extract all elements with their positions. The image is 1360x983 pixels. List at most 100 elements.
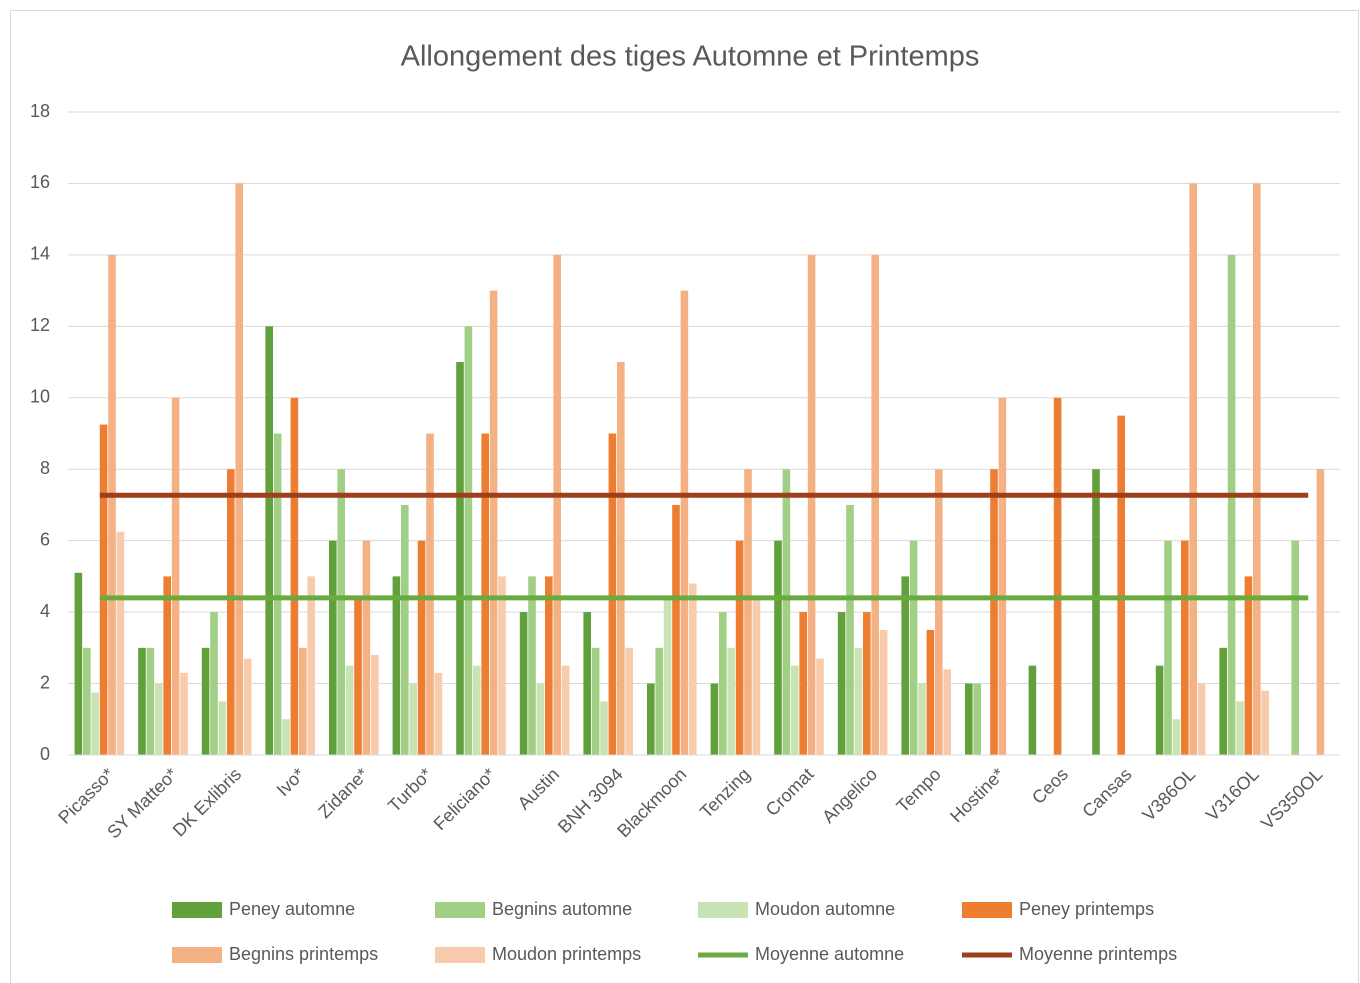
- bar: [846, 504, 854, 755]
- bar: [371, 654, 379, 755]
- bar: [401, 504, 409, 755]
- y-tick-label: 2: [40, 672, 50, 692]
- legend-swatch: [698, 902, 748, 918]
- bar: [83, 647, 91, 755]
- bar: [290, 397, 299, 755]
- bar: [1028, 665, 1037, 755]
- bar: [744, 469, 752, 755]
- y-tick-label: 0: [40, 744, 50, 764]
- bar: [935, 469, 943, 755]
- bar: [943, 669, 951, 755]
- bar: [265, 326, 273, 755]
- bar: [625, 647, 633, 755]
- y-tick-label: 12: [30, 315, 50, 335]
- bar: [735, 540, 744, 755]
- bar: [1244, 576, 1253, 755]
- bar: [489, 290, 498, 755]
- bar: [719, 612, 727, 755]
- legend-label: Moudon automne: [755, 899, 895, 919]
- bar: [600, 701, 608, 755]
- bar: [672, 504, 680, 755]
- bar: [863, 612, 871, 755]
- bar: [155, 683, 163, 755]
- bar: [837, 612, 846, 755]
- bar: [201, 647, 210, 755]
- bar: [163, 576, 171, 755]
- bar: [91, 692, 99, 755]
- bar: [617, 362, 625, 755]
- legend-label: Moyenne automne: [755, 944, 904, 964]
- bar: [561, 665, 570, 755]
- bar: [710, 683, 719, 755]
- y-tick-label: 8: [40, 458, 50, 478]
- legend-swatch: [962, 902, 1012, 918]
- y-tick-label: 4: [40, 601, 50, 621]
- bar: [608, 433, 617, 755]
- bar: [973, 683, 981, 755]
- bar: [965, 683, 973, 755]
- bar: [146, 647, 155, 755]
- bar: [1189, 183, 1197, 755]
- bar: [282, 719, 290, 755]
- bar: [1117, 415, 1125, 755]
- bar: [591, 647, 600, 755]
- bar: [998, 397, 1007, 755]
- bar: [307, 576, 315, 755]
- bar: [362, 540, 371, 755]
- bar: [990, 469, 998, 755]
- bar: [799, 612, 807, 755]
- legend-swatch: [435, 947, 485, 963]
- bar: [392, 576, 401, 755]
- bar: [1291, 540, 1299, 755]
- bar: [1236, 701, 1244, 755]
- legend-label: Moudon printemps: [492, 944, 641, 964]
- bar: [1092, 469, 1100, 755]
- bar: [473, 665, 481, 755]
- bar: [227, 469, 235, 755]
- bar: [481, 433, 489, 755]
- bar: [926, 629, 935, 755]
- y-tick-label: 10: [30, 387, 50, 407]
- bar: [329, 540, 337, 755]
- legend-label: Moyenne printemps: [1019, 944, 1177, 964]
- bar: [434, 672, 443, 755]
- bar: [655, 647, 663, 755]
- bar: [774, 540, 782, 755]
- y-tick-label: 14: [30, 244, 50, 264]
- bar: [1181, 540, 1189, 755]
- bar: [354, 597, 362, 755]
- bar: [816, 658, 824, 755]
- bar: [901, 576, 909, 755]
- bar: [235, 183, 243, 755]
- bar: [409, 683, 417, 755]
- bar: [689, 583, 697, 755]
- bar: [647, 683, 655, 755]
- bar: [273, 433, 282, 755]
- bar: [583, 612, 591, 755]
- bar: [1164, 540, 1172, 755]
- bar: [879, 629, 888, 755]
- bar: [108, 254, 116, 755]
- bar: [210, 612, 218, 755]
- legend-label: Begnins automne: [492, 899, 632, 919]
- bar: [871, 254, 879, 755]
- bar: [918, 683, 926, 755]
- bar: [426, 433, 434, 755]
- bar: [218, 701, 227, 755]
- bar: [854, 647, 863, 755]
- bar: [299, 647, 307, 755]
- bar: [1155, 665, 1164, 755]
- bar: [498, 576, 506, 755]
- bar: [171, 397, 180, 755]
- legend-label: Peney printemps: [1019, 899, 1154, 919]
- bar: [1172, 719, 1181, 755]
- bar: [752, 597, 761, 755]
- bar: [180, 672, 188, 755]
- bar: [417, 540, 426, 755]
- bar: [138, 647, 146, 755]
- legend-swatch: [172, 902, 222, 918]
- bar: [545, 576, 553, 755]
- bar: [1219, 647, 1227, 755]
- legend-swatch: [435, 902, 485, 918]
